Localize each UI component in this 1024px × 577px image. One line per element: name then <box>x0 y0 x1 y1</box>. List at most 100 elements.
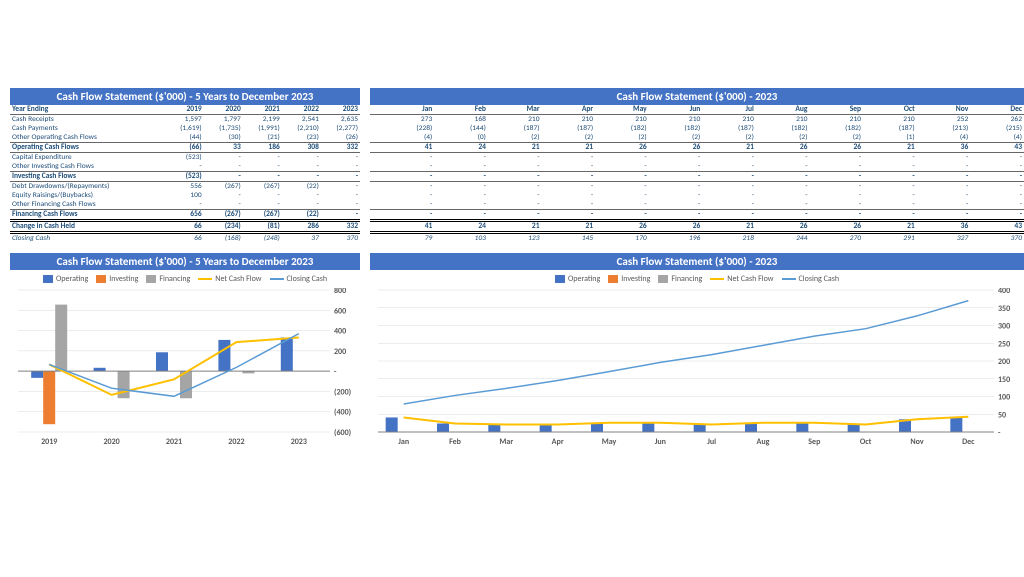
svg-text:(400): (400) <box>334 408 351 418</box>
legend-item: Operating <box>43 274 88 284</box>
col-header: Jul <box>702 105 756 115</box>
col-header: Aug <box>756 105 810 115</box>
bar <box>43 371 55 424</box>
svg-text:Aug: Aug <box>757 437 770 447</box>
svg-text:2019: 2019 <box>41 437 57 447</box>
svg-text:200: 200 <box>998 357 1010 367</box>
legend-swatch <box>146 275 156 283</box>
legend-item: Investing <box>608 274 650 284</box>
table-row: 412421212626212626213643 <box>370 221 1024 233</box>
svg-text:Nov: Nov <box>910 437 924 447</box>
legend-item: Investing <box>96 274 138 284</box>
svg-text:(600): (600) <box>334 428 351 438</box>
svg-text:Jan: Jan <box>398 437 409 447</box>
svg-text:Jun: Jun <box>655 437 666 447</box>
legend-swatch <box>782 278 796 280</box>
col-header: Feb <box>434 105 488 115</box>
svg-text:-: - <box>334 367 337 377</box>
table-row: Investing Cash Flows(523)---- <box>10 172 360 182</box>
col-header: 2021 <box>243 105 282 115</box>
col-header: Apr <box>542 105 596 115</box>
svg-text:-: - <box>998 428 1001 438</box>
svg-text:Apr: Apr <box>552 437 564 447</box>
table-row: (4)(0)(2)(2)(2)(2)(2)(2)(2)(1)(4)(4) <box>370 133 1024 143</box>
table-row: 79103123145170196218244270291327370 <box>370 233 1024 244</box>
table-row: Cash Payments(1,619)(1,735)(1,991)(2,210… <box>10 124 360 133</box>
chart-title: Cash Flow Statement ($'000) - 5 Years to… <box>10 253 360 270</box>
chart-panel-2023: Cash Flow Statement ($'000) - 2023 Opera… <box>370 253 1024 452</box>
bar <box>55 305 67 372</box>
svg-text:250: 250 <box>998 339 1010 349</box>
bar <box>218 340 230 371</box>
bar <box>796 423 808 432</box>
legend-item: Net Cash Flow <box>198 274 261 284</box>
col-header: May <box>595 105 649 115</box>
legend-swatch <box>43 275 53 283</box>
col-header: Dec <box>970 105 1024 115</box>
cashflow-chart-2023: -50100150200250300350400JanFebMarAprMayJ… <box>370 288 1024 452</box>
table-row: ------------ <box>370 153 1024 163</box>
table-row: Other Operating Cash Flows(44)(30)(21)(2… <box>10 133 360 143</box>
col-header: 2023 <box>321 105 360 115</box>
table-row: Financing Cash Flows656(267)(267)(22)- <box>10 210 360 221</box>
svg-text:350: 350 <box>998 304 1010 314</box>
svg-text:(200): (200) <box>334 387 351 397</box>
col-header: Jan <box>381 105 435 115</box>
svg-text:50: 50 <box>998 410 1006 420</box>
svg-text:400: 400 <box>334 327 346 337</box>
bar <box>642 423 654 432</box>
legend-item: Operating <box>555 274 600 284</box>
svg-text:400: 400 <box>998 288 1010 296</box>
col-header: Year Ending <box>10 105 165 115</box>
svg-text:Mar: Mar <box>499 437 513 447</box>
table-row: ------------ <box>370 200 1024 210</box>
table-row: Equity Raisings/(Buybacks)100---- <box>10 191 360 200</box>
legend-item: Financing <box>658 274 702 284</box>
bar <box>31 371 43 378</box>
table-row: Other Investing Cash Flows----- <box>10 162 360 172</box>
panel-title: Cash Flow Statement ($'000) - 2023 <box>370 88 1024 105</box>
panel-title: Cash Flow Statement ($'000) - 5 Years to… <box>10 88 360 105</box>
chart-panel-5yr: Cash Flow Statement ($'000) - 5 Years to… <box>10 253 360 452</box>
svg-text:Oct: Oct <box>860 437 872 447</box>
table-row: 412421212626212626213643 <box>370 143 1024 153</box>
col-header: 2019 <box>165 105 204 115</box>
svg-text:2022: 2022 <box>228 437 244 447</box>
svg-text:Dec: Dec <box>962 437 975 447</box>
chart-legend: OperatingInvestingFinancingNet Cash Flow… <box>10 270 360 288</box>
legend-swatch <box>658 275 668 283</box>
bar <box>156 352 168 371</box>
svg-text:200: 200 <box>334 347 346 357</box>
table-row: Capital Expenditure(523)---- <box>10 153 360 163</box>
legend-swatch <box>555 275 565 283</box>
bar <box>94 368 106 371</box>
table-row: Operating Cash Flows(66)33186308332 <box>10 143 360 153</box>
cashflow-chart-5yr: (600)(400)(200)-200400600800201920202021… <box>10 288 360 452</box>
legend-item: Closing Cash <box>782 274 840 284</box>
svg-text:600: 600 <box>334 306 346 316</box>
line-series <box>404 301 969 404</box>
svg-text:Feb: Feb <box>449 437 462 447</box>
table-row: ------------ <box>370 191 1024 200</box>
table-row: (228)(144)(187)(187)(182)(182)(187)(182)… <box>370 124 1024 133</box>
svg-text:800: 800 <box>334 288 346 296</box>
col-header: Oct <box>863 105 917 115</box>
svg-text:2023: 2023 <box>291 437 307 447</box>
bar <box>848 425 860 432</box>
bar <box>540 425 552 432</box>
table-row: ------------ <box>370 182 1024 192</box>
col-header: Jun <box>649 105 703 115</box>
line-series <box>49 334 299 397</box>
legend-swatch <box>96 275 106 283</box>
col-header: Nov <box>917 105 971 115</box>
cashflow-table-5yr: Year Ending20192020202120222023Cash Rece… <box>10 105 360 243</box>
line-series <box>404 417 969 425</box>
svg-text:2021: 2021 <box>166 437 182 447</box>
cashflow-table-2023: JanFebMarAprMayJunJulAugSepOctNovDec2731… <box>370 105 1024 243</box>
bar <box>950 417 962 432</box>
legend-item: Closing Cash <box>270 274 328 284</box>
dashboard-grid: Cash Flow Statement ($'000) - 5 Years to… <box>10 88 1014 452</box>
svg-text:100: 100 <box>998 393 1010 403</box>
legend-swatch <box>608 275 618 283</box>
svg-text:Jul: Jul <box>707 437 716 447</box>
